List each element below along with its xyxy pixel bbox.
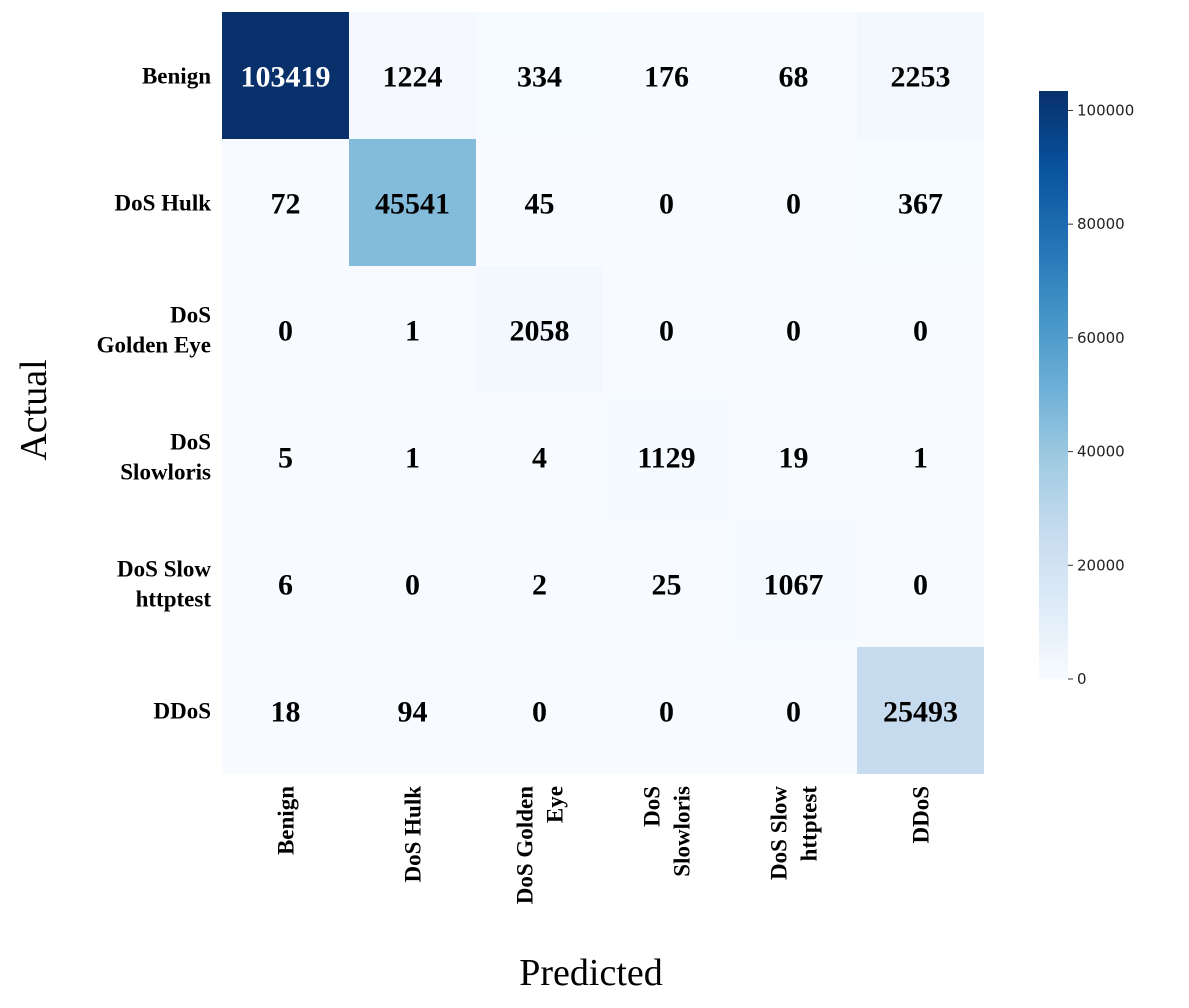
cell-value: 0 bbox=[786, 188, 801, 221]
colorbar-tick-label: 40000 bbox=[1077, 443, 1125, 461]
column-labels: Benign DoS Hulk DoS Golden Eye DoS Slowloris D… bbox=[274, 786, 934, 905]
cell-value: 367 bbox=[898, 188, 943, 221]
heatmap-cell bbox=[603, 266, 730, 393]
heatmap-cell bbox=[476, 520, 603, 647]
cell-value: 6 bbox=[278, 569, 293, 602]
row-label: DDoS bbox=[153, 699, 211, 724]
cell-value: 0 bbox=[786, 696, 801, 729]
heatmap-cell bbox=[857, 647, 984, 774]
heatmap-cell bbox=[730, 647, 857, 774]
heatmap-cell bbox=[476, 266, 603, 393]
row-labels: Benign DoS Hulk DoS Golden Eye DoS Slowloris D… bbox=[97, 64, 212, 724]
y-axis-title: Actual bbox=[13, 359, 55, 460]
heatmap-cell bbox=[349, 139, 476, 266]
cell-value: 0 bbox=[405, 569, 420, 602]
heatmap-cell bbox=[603, 647, 730, 774]
heatmap-cell bbox=[857, 393, 984, 520]
cell-value: 0 bbox=[659, 696, 674, 729]
heatmap-cell bbox=[857, 139, 984, 266]
column-label: DDoS bbox=[909, 786, 934, 844]
column-label: DoS Slowloris bbox=[640, 786, 695, 877]
colorbar-tick-label: 100000 bbox=[1077, 101, 1134, 119]
cell-value: 1 bbox=[405, 442, 420, 475]
colorbar-tick-label: 80000 bbox=[1077, 215, 1125, 233]
heatmap-cell bbox=[603, 139, 730, 266]
row-label: DoS Hulk bbox=[114, 191, 211, 216]
heatmap-cell bbox=[349, 393, 476, 520]
heatmap-cell bbox=[730, 393, 857, 520]
heatmap-cell bbox=[222, 266, 349, 393]
cell-value: 103419 bbox=[241, 61, 331, 94]
heatmap-cell bbox=[222, 520, 349, 647]
cell-value: 1129 bbox=[637, 442, 695, 475]
x-axis-title: Predicted bbox=[519, 952, 663, 994]
heatmap-cell bbox=[476, 393, 603, 520]
heatmap-cell bbox=[476, 647, 603, 774]
cell-value: 0 bbox=[659, 315, 674, 348]
heatmap-cell bbox=[476, 139, 603, 266]
heatmap-cell bbox=[222, 647, 349, 774]
colorbar bbox=[1039, 91, 1068, 679]
heatmap-cell bbox=[730, 139, 857, 266]
cell-value: 2 bbox=[532, 569, 547, 602]
heatmap-cell bbox=[603, 393, 730, 520]
cell-value: 72 bbox=[271, 188, 301, 221]
column-label: DoS Golden Eye bbox=[513, 786, 568, 904]
column-label: DoS Hulk bbox=[401, 786, 426, 883]
heatmap-cell bbox=[857, 12, 984, 139]
cell-value: 18 bbox=[271, 696, 301, 729]
heatmap-cell bbox=[603, 12, 730, 139]
heatmap-cell bbox=[222, 12, 349, 139]
cell-value: 45 bbox=[525, 188, 555, 221]
heatmap-cell bbox=[222, 139, 349, 266]
heatmap-cell bbox=[730, 520, 857, 647]
heatmap-cell bbox=[349, 520, 476, 647]
heatmap-cell bbox=[349, 12, 476, 139]
cell-value: 0 bbox=[278, 315, 293, 348]
cell-value: 0 bbox=[913, 569, 928, 602]
cell-value: 5 bbox=[278, 442, 293, 475]
cell-value: 176 bbox=[644, 61, 689, 94]
row-label: DoS Slow httptest bbox=[117, 557, 211, 612]
cell-value: 2253 bbox=[891, 61, 951, 94]
colorbar-tick-label: 0 bbox=[1077, 670, 1087, 688]
column-label: Benign bbox=[274, 786, 299, 855]
cell-value: 4 bbox=[532, 442, 547, 475]
cell-value: 0 bbox=[532, 696, 547, 729]
cell-value: 1067 bbox=[764, 569, 824, 602]
cell-value: 25 bbox=[652, 569, 682, 602]
heatmap-cell bbox=[857, 266, 984, 393]
heatmap-cell bbox=[349, 647, 476, 774]
row-label: DoS Slowloris bbox=[120, 430, 211, 485]
heatmap-cell bbox=[476, 12, 603, 139]
cell-value: 0 bbox=[913, 315, 928, 348]
cell-value: 19 bbox=[779, 442, 809, 475]
row-label: Benign bbox=[142, 64, 211, 89]
heatmap-cell bbox=[730, 266, 857, 393]
cell-value: 68 bbox=[779, 61, 809, 94]
colorbar-ticks: 0 20000 40000 60000 80000 100000 bbox=[1068, 101, 1134, 688]
cell-value: 2058 bbox=[510, 315, 570, 348]
heatmap-cell bbox=[603, 520, 730, 647]
heatmap-cell bbox=[857, 520, 984, 647]
heatmap-cell bbox=[730, 12, 857, 139]
colorbar-tick-label: 20000 bbox=[1077, 556, 1125, 574]
colorbar-tick-label: 60000 bbox=[1077, 329, 1125, 347]
heatmap-cell bbox=[349, 266, 476, 393]
heatmap-cell bbox=[222, 393, 349, 520]
cell-value: 94 bbox=[398, 696, 428, 729]
cell-value: 1 bbox=[405, 315, 420, 348]
column-label: DoS Slow httptest bbox=[767, 786, 822, 880]
cell-value: 0 bbox=[786, 315, 801, 348]
row-label: DoS Golden Eye bbox=[97, 303, 211, 358]
cell-value: 1224 bbox=[383, 61, 443, 94]
cell-value: 25493 bbox=[883, 696, 958, 729]
cell-value: 0 bbox=[659, 188, 674, 221]
cell-value: 45541 bbox=[375, 188, 450, 221]
cell-value: 1 bbox=[913, 442, 928, 475]
cell-value: 334 bbox=[517, 61, 562, 94]
